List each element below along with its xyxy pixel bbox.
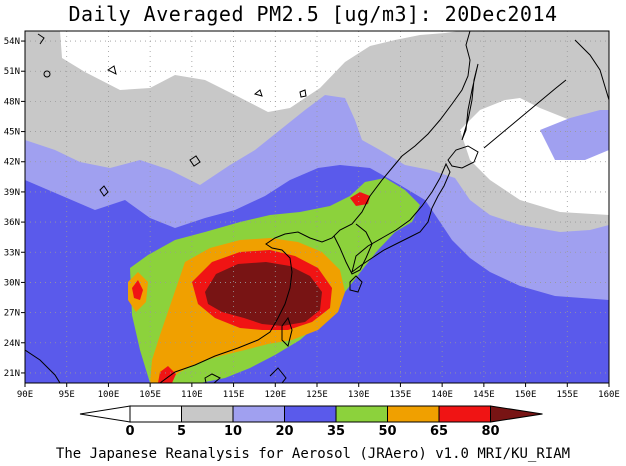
lat-tick-label: 39N (4, 188, 20, 198)
lat-tick-label: 21N (4, 369, 20, 379)
coast-taiwan (281, 316, 293, 347)
lat-tick-label: 48N (4, 97, 20, 107)
coastlines (25, 31, 609, 383)
lat-tick-label: 36N (4, 218, 20, 228)
lake-1 (37, 33, 45, 45)
map-grid (25, 31, 609, 383)
colorbar-box (232, 405, 285, 423)
colorbar-right-arrow (490, 405, 543, 423)
contour-20-35-west (25, 258, 175, 383)
coast-philippines (269, 367, 287, 383)
colorbar-box (438, 405, 491, 423)
contour-65-80-west (132, 280, 143, 300)
lon-tick-label: 100E (98, 390, 120, 400)
coast-mainland (25, 31, 471, 383)
contour-80 (205, 262, 322, 326)
lon-tick-label: 120E (264, 390, 286, 400)
lon-tick-label: 105E (139, 390, 161, 400)
coast-kamchatka (574, 39, 609, 101)
lake-6 (299, 89, 307, 98)
colorbar-label: 35 (327, 424, 345, 439)
lon-tick-label: 90E (17, 390, 33, 400)
lon-tick-label: 125E (306, 390, 328, 400)
lon-tick-label: 110E (181, 390, 203, 400)
lat-tick-label: 33N (4, 248, 20, 258)
lake-7 (253, 89, 263, 97)
footer-credit: The Japanese Reanalysis for Aerosol (JRA… (55, 446, 571, 462)
colorbar-label: 80 (481, 424, 499, 439)
colorbar-left-arrow (79, 405, 131, 423)
colorbar-label: 10 (224, 424, 242, 439)
lon-tick-label: 145E (473, 390, 495, 400)
colorbar-label: 0 (125, 424, 134, 439)
lon-tick-label: 135E (390, 390, 412, 400)
coast-japan (351, 162, 451, 274)
lon-tick-label: 130E (348, 390, 370, 400)
lat-tick-label: 45N (4, 128, 20, 138)
colorbar-label: 5 (177, 424, 186, 439)
lon-tick-label: 140E (431, 390, 453, 400)
lat-tick-label: 27N (4, 309, 20, 319)
lon-tick-label: 115E (223, 390, 245, 400)
colorbar-label: 65 (430, 424, 448, 439)
contour-65-80-south (158, 366, 176, 383)
lon-tick-label: 160E (598, 390, 620, 400)
colorbar: 0 5 10 20 35 50 65 80 (79, 405, 543, 439)
lon-tick-label: 155E (556, 390, 578, 400)
lat-tick-label: 42N (4, 158, 20, 168)
lat-tick-label: 24N (4, 339, 20, 349)
colorbar-box (129, 405, 182, 423)
coast-sakhalin (461, 63, 479, 141)
colorbar-box (335, 405, 388, 423)
colorbar-box (181, 405, 234, 423)
map-title: Daily Averaged PM2.5 [ug/m3]: 20Dec2014 (68, 2, 558, 26)
contour-65-80-korea (350, 192, 370, 206)
longitude-ticks: 90E 95E 100E 105E 110E 115E 120E 125E 130E 135E 14… (17, 383, 620, 400)
lat-tick-label: 54N (4, 37, 20, 47)
coast-kyushu (349, 275, 363, 293)
lat-tick-label: 30N (4, 278, 20, 288)
lon-tick-label: 150E (515, 390, 537, 400)
lake-2 (107, 65, 117, 75)
colorbar-label: 20 (275, 424, 293, 439)
coast-hainan (204, 373, 221, 383)
coast-hokkaido (447, 145, 479, 169)
lat-tick-label: 51N (4, 67, 20, 77)
colorbar-label: 50 (378, 424, 396, 439)
lake-3 (43, 70, 51, 78)
colorbar-box (387, 405, 440, 423)
colorbar-box (284, 405, 337, 423)
lon-tick-label: 95E (59, 390, 75, 400)
lake-5 (99, 185, 109, 197)
coast-korea (333, 223, 373, 275)
contour-10-20-east (540, 110, 609, 160)
latitude-ticks: 21N 24N 27N 30N 33N 36N 39N 42N 45N 48N 51N 54N (4, 37, 25, 379)
contour-5-10-northeast (470, 31, 609, 75)
coast-kurils (483, 79, 567, 149)
lake-4 (189, 155, 201, 167)
